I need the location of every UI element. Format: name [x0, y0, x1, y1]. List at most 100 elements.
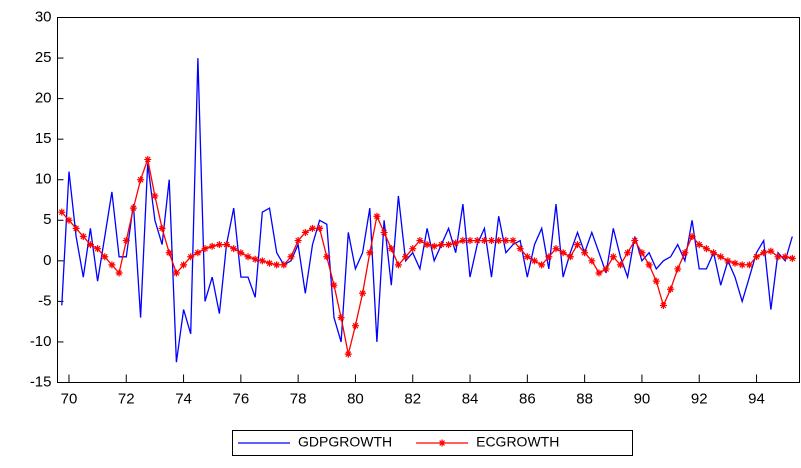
point-marker: [409, 245, 417, 253]
series-line: [61, 58, 793, 363]
point-marker: [215, 241, 223, 249]
point-marker: [266, 259, 273, 267]
x-tick-label: 82: [404, 390, 421, 407]
point-marker: [337, 314, 345, 322]
point-marker: [172, 269, 180, 277]
point-marker: [488, 237, 496, 245]
point-marker: [717, 253, 725, 261]
point-marker: [387, 245, 395, 253]
point-marker: [237, 249, 245, 257]
point-marker: [180, 261, 188, 269]
point-marker: [258, 257, 266, 265]
point-marker: [767, 247, 775, 255]
point-marker: [308, 224, 316, 232]
point-marker: [137, 176, 145, 184]
point-marker: [344, 350, 352, 358]
point-marker: [445, 241, 453, 249]
point-marker: [223, 241, 231, 249]
point-marker: [688, 233, 696, 240]
point-marker: [552, 245, 560, 253]
point-marker: [208, 242, 216, 250]
point-marker: [187, 253, 195, 261]
y-tick-label: 25: [35, 49, 52, 66]
point-marker: [366, 249, 374, 257]
point-marker: [573, 241, 581, 249]
point-marker: [165, 249, 173, 257]
point-marker: [194, 249, 202, 257]
point-marker: [287, 253, 295, 261]
point-marker: [466, 237, 474, 245]
point-marker: [251, 255, 259, 263]
point-marker: [201, 245, 209, 253]
y-tick-label: 10: [35, 171, 52, 188]
x-tick-label: 80: [347, 390, 364, 407]
point-marker: [65, 216, 73, 224]
x-tick-label: 70: [61, 390, 78, 407]
series-line: [61, 156, 793, 355]
point-marker: [745, 261, 753, 269]
point-marker: [144, 155, 152, 163]
point-marker: [122, 237, 130, 245]
point-marker: [416, 237, 424, 245]
y-tick-label: -10: [30, 333, 52, 350]
point-marker: [86, 241, 94, 249]
y-tick-label: 20: [35, 90, 52, 107]
point-marker: [230, 245, 238, 253]
y-tick-label: -15: [30, 373, 52, 390]
point-marker: [724, 257, 732, 265]
point-marker: [681, 249, 689, 257]
point-marker: [545, 253, 553, 261]
point-marker: [58, 208, 66, 216]
point-marker: [323, 253, 331, 261]
point-marker: [760, 249, 768, 257]
point-marker: [616, 261, 624, 269]
point-marker: [502, 237, 510, 245]
x-tick-label: 76: [233, 390, 250, 407]
point-marker: [108, 261, 116, 269]
point-marker: [559, 249, 567, 257]
point-marker: [753, 253, 761, 261]
point-marker: [452, 239, 460, 247]
point-marker: [394, 261, 402, 269]
point-marker: [430, 242, 438, 250]
point-marker: [473, 237, 481, 245]
point-marker: [566, 253, 574, 261]
point-marker: [609, 253, 617, 261]
point-marker: [437, 241, 445, 249]
point-marker: [330, 281, 338, 289]
point-marker: [101, 253, 109, 261]
x-tick-label: 92: [691, 390, 708, 407]
point-marker: [523, 253, 531, 261]
point-marker: [244, 253, 252, 261]
point-marker: [531, 257, 538, 265]
point-marker: [638, 249, 646, 257]
point-marker: [781, 253, 789, 261]
point-marker: [509, 237, 517, 245]
point-marker: [667, 285, 675, 293]
x-tick-label: 74: [175, 390, 192, 407]
point-marker: [351, 322, 359, 330]
y-tick-label: 0: [43, 252, 51, 269]
point-marker: [294, 237, 302, 245]
point-marker: [151, 192, 159, 200]
point-marker: [538, 261, 546, 269]
point-marker: [710, 249, 718, 257]
point-marker: [359, 289, 367, 297]
point-marker: [738, 261, 746, 269]
legend: GDPGROWTH ECGROWTH: [232, 430, 633, 456]
x-tick-label: 94: [748, 390, 765, 407]
point-marker: [380, 228, 388, 236]
point-marker: [588, 257, 596, 265]
point-marker: [674, 265, 682, 273]
point-marker: [774, 253, 782, 261]
point-marker: [115, 269, 123, 277]
point-marker: [72, 224, 80, 232]
point-marker: [459, 237, 467, 245]
point-marker: [480, 237, 488, 245]
point-marker: [316, 224, 324, 232]
point-marker: [373, 212, 381, 220]
point-marker: [702, 245, 710, 253]
point-marker: [94, 245, 102, 253]
point-marker: [495, 237, 503, 245]
